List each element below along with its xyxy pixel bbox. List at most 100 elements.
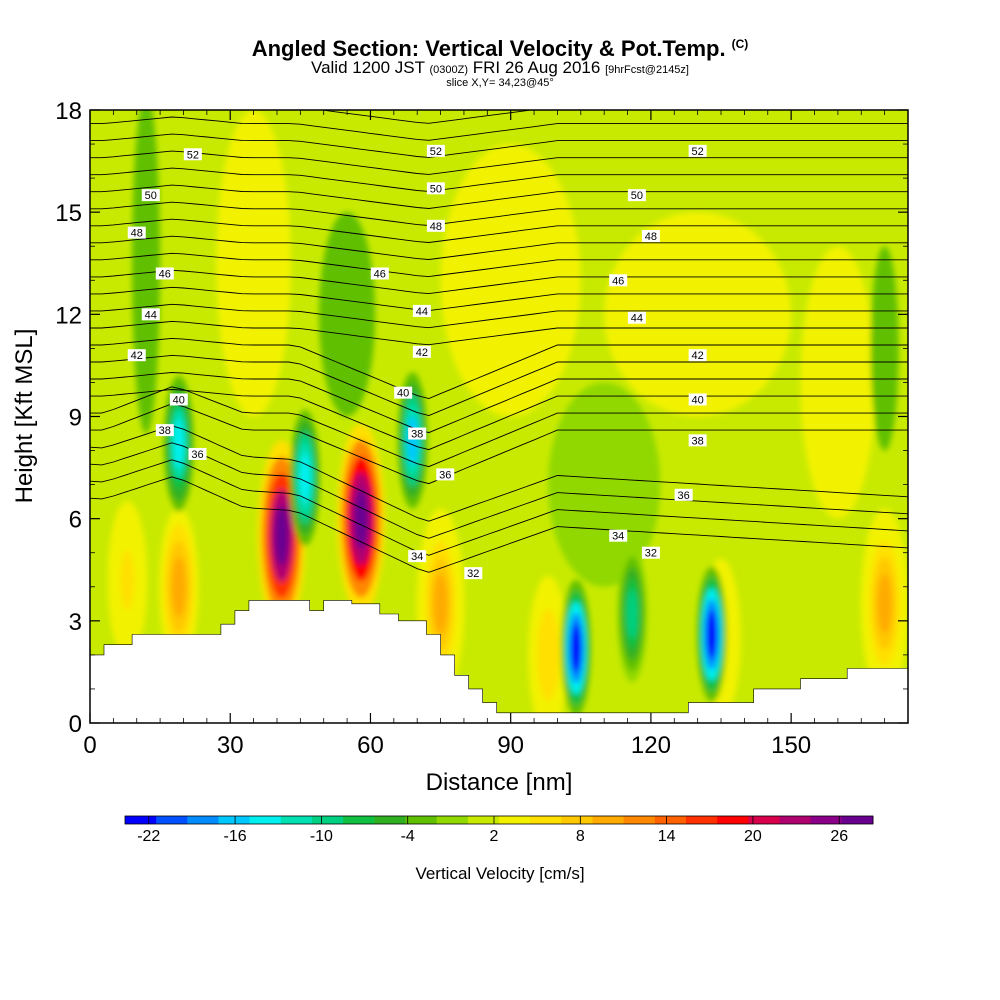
downdraft-core-5-ring-4 (706, 609, 717, 659)
terrain (90, 600, 908, 723)
colorbar-swatch (717, 816, 749, 824)
theta-contour-13 (90, 269, 908, 295)
y-tick-label: 12 (55, 302, 82, 329)
slice-info: slice X,Y= 34,23@45° (446, 77, 554, 89)
colorbar-swatch (436, 816, 469, 824)
x-tick-label: 30 (217, 732, 244, 759)
colorbar-swatch (343, 816, 375, 824)
theta-label-bg (426, 182, 445, 195)
colorbar-tick-label: -10 (309, 828, 333, 845)
theta-label: 32 (464, 567, 483, 580)
field-band-6 (548, 382, 661, 587)
field-band-3 (132, 110, 161, 434)
theta-label-text: 36 (678, 490, 690, 502)
theta-label: 48 (641, 230, 660, 243)
updraft-core-7-ring-4 (877, 573, 892, 634)
y-axis-label: Height [Kft MSL] (11, 329, 38, 504)
chart-subtitle: Valid 1200 JST (0300Z) FRI 26 Aug 2016 [… (0, 58, 1000, 78)
theta-contour-21 (90, 133, 908, 158)
theta-label-bg (426, 144, 445, 157)
theta-label-text: 48 (131, 228, 143, 240)
y-tick-label: 3 (69, 609, 82, 636)
theta-label: 52 (688, 144, 707, 158)
theta-label-bg (627, 311, 646, 324)
colorbar-tick-label: 26 (830, 828, 849, 845)
colorbar-swatch (499, 816, 531, 824)
theta-contour-1 (90, 459, 908, 556)
y-tick-label: 6 (69, 507, 82, 534)
theta-label-text: 44 (145, 309, 157, 321)
theta-label: 46 (370, 267, 389, 280)
colorbar-tick-label: -4 (400, 828, 415, 845)
theta-label-bg (169, 393, 188, 406)
y-tick-label: 9 (69, 405, 82, 432)
colorbar-tick-label: -22 (137, 828, 161, 845)
theta-label-bg (688, 393, 707, 406)
theta-contour-23 (318, 110, 535, 124)
theta-label-text: 38 (159, 425, 171, 437)
theta-label-text: 50 (631, 190, 643, 202)
field-band-5 (800, 246, 876, 519)
theta-label: 38 (688, 434, 707, 447)
colorbar-swatch (530, 816, 562, 824)
theta-label-bg (188, 447, 207, 460)
colorbar-swatch (841, 816, 874, 824)
theta-label-bg (127, 349, 146, 362)
theta-label: 46 (609, 274, 628, 287)
colorbar (124, 815, 874, 825)
theta-label: 36 (188, 447, 207, 461)
theta-label: 44 (141, 308, 160, 321)
theta-label: 38 (408, 427, 427, 441)
theta-label: 44 (412, 304, 431, 318)
colorbar-tick-label: 8 (575, 828, 585, 845)
theta-contour-5 (90, 386, 908, 468)
theta-label-text: 42 (692, 350, 704, 362)
theta-label-bg (155, 267, 174, 280)
theta-label: 36 (436, 468, 455, 481)
x-tick-label: 0 (83, 732, 96, 759)
x-axis: 0 30 60 90 120 150 (83, 110, 886, 759)
theta-label: 42 (412, 345, 431, 359)
theta-contour-17 (90, 201, 908, 226)
theta-label-text: 40 (692, 394, 704, 406)
utc-time: (0300Z) (429, 64, 468, 76)
colorbar-swatch (374, 816, 406, 824)
theta-label: 50 (627, 189, 646, 202)
y-tick-label: 15 (55, 200, 82, 227)
theta-label-bg (370, 267, 389, 280)
colorbar-swatch (125, 816, 157, 824)
colorbar-swatch (467, 816, 500, 824)
theta-label-text: 52 (187, 149, 199, 161)
theta-label-bg (641, 230, 660, 243)
valid-time: Valid 1200 JST (311, 58, 425, 77)
theta-label-text: 44 (631, 313, 643, 325)
copyright-mark: (C) (731, 36, 749, 51)
chart-title: Angled Section: Vertical Velocity & Pot.… (251, 36, 749, 61)
updraft-core-4-ring-4 (433, 573, 448, 634)
updraft-core-2-ring-4 (274, 505, 289, 566)
y-tick-label: 0 (69, 711, 82, 738)
field-band-4 (319, 212, 376, 417)
field-band-1 (440, 144, 581, 417)
x-tick-label: 120 (631, 732, 671, 759)
theta-label-text: 36 (439, 469, 451, 481)
theta-label-bg (141, 308, 160, 321)
theta-label-text: 52 (430, 146, 442, 158)
forecast-info: [9hrFcst@2145z] (605, 64, 689, 76)
colorbar-swatch (156, 816, 188, 824)
theta-label-text: 48 (645, 231, 657, 243)
theta-label-bg (408, 427, 427, 440)
colorbar-frame (124, 815, 874, 825)
colorbar-swatch (654, 816, 687, 824)
theta-label-text: 38 (411, 429, 423, 441)
theta-label: 32 (641, 546, 660, 560)
terrain-mask (90, 600, 908, 723)
theta-label: 44 (627, 311, 646, 325)
theta-label-text: 50 (145, 190, 157, 202)
theta-contour-0 (90, 476, 908, 573)
theta-label-bg (609, 274, 628, 287)
theta-contour-7 (90, 372, 908, 434)
theta-label-text: 40 (397, 388, 409, 400)
